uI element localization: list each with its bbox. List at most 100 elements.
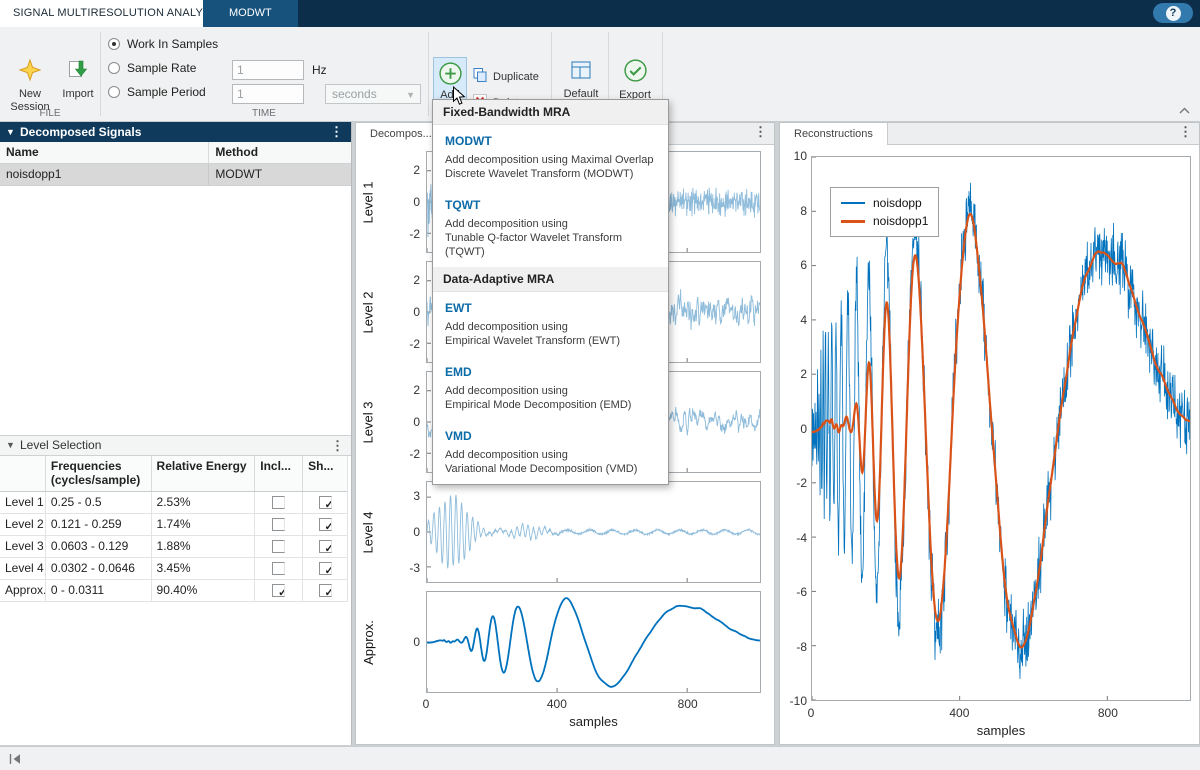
reconstruction-plot [811, 156, 1191, 701]
x-tick-label: 400 [537, 697, 577, 711]
level-frequencies: 0.0603 - 0.129 [46, 536, 152, 557]
menu-item-description: Add decomposition using [445, 320, 656, 334]
menu-item-ewt[interactable]: EWTAdd decomposition usingEmpirical Wave… [433, 292, 668, 356]
level-label: Level 4 [0, 558, 46, 579]
menu-item-title: TQWT [445, 198, 656, 212]
show-checkbox[interactable]: ✓ [319, 540, 332, 553]
sample-period-radio[interactable] [108, 86, 120, 98]
menu-item-title: VMD [445, 429, 656, 443]
sample-rate-input[interactable] [232, 60, 304, 80]
menu-section-header: Data-Adaptive MRA [433, 267, 668, 292]
import-icon [66, 58, 90, 86]
reconstructions-xlabel: samples [811, 723, 1191, 738]
level-row: Level 30.0603 - 0.1291.88%✓ [0, 536, 347, 558]
menu-item-description: Add decomposition using Maximal Overlap [445, 153, 656, 167]
subplot-ylabel: Level 2 [360, 261, 376, 363]
level-frequencies: 0 - 0.0311 [46, 580, 152, 601]
tab-modwt[interactable]: MODWT [203, 0, 298, 27]
signal-row[interactable]: noisdopp1MODWT [0, 164, 351, 186]
menu-item-title: MODWT [445, 134, 656, 148]
collapse-ribbon-icon[interactable] [1179, 103, 1190, 117]
include-checkbox[interactable] [272, 518, 285, 531]
menu-item-modwt[interactable]: MODWT Add decomposition using Maximal Ove… [433, 125, 668, 189]
y-tick-label: -8 [782, 640, 807, 654]
y-tick-label: -2 [782, 476, 807, 490]
duplicate-button[interactable]: Duplicate [472, 67, 539, 86]
level-selection-header[interactable]: ▼ Level Selection ⋮ [0, 435, 351, 456]
include-checkbox[interactable] [272, 540, 285, 553]
menu-item-tqwt[interactable]: TQWTAdd decomposition usingTunable Q-fac… [433, 189, 668, 267]
collapse-panel-icon[interactable] [8, 753, 22, 768]
show-checkbox[interactable]: ✓ [319, 584, 332, 597]
new-session-icon [18, 58, 42, 86]
y-tick-label: 0 [382, 635, 420, 649]
level-selection-menu-icon[interactable]: ⋮ [331, 436, 344, 455]
subplot-ylabel: Approx. [360, 591, 376, 693]
help-icon: ? [1166, 6, 1181, 21]
reconstructions-tabstrip: Reconstructions ⋮ [780, 123, 1199, 145]
include-checkbox[interactable] [272, 496, 285, 509]
decomposed-signals-title: Decomposed Signals [20, 125, 141, 139]
y-tick-label: 3 [382, 489, 420, 503]
menu-item-emd[interactable]: EMDAdd decomposition usingEmpirical Mode… [433, 356, 668, 420]
seconds-dropdown[interactable]: seconds ▼ [325, 84, 421, 104]
work-in-samples-radio[interactable] [108, 38, 120, 50]
level-frequencies: 0.121 - 0.259 [46, 514, 152, 535]
y-tick-label: -2 [382, 447, 420, 461]
approx--plot [426, 591, 761, 693]
y-tick-label: 2 [382, 383, 420, 397]
include-checkbox[interactable]: ✓ [272, 584, 285, 597]
decomposed-signals-menu-icon[interactable]: ⋮ [330, 122, 343, 142]
level-relative-energy: 1.74% [152, 514, 256, 535]
tab-reconstructions[interactable]: Reconstructions [780, 123, 888, 145]
collapse-triangle-icon[interactable]: ▼ [6, 122, 15, 142]
show-checkbox[interactable]: ✓ [319, 518, 332, 531]
y-tick-label: 2 [382, 273, 420, 287]
y-tick-label: -4 [782, 531, 807, 545]
level-frequencies: 0.25 - 0.5 [46, 492, 152, 513]
sample-period-input[interactable] [232, 84, 304, 104]
chevron-down-icon: ▼ [406, 86, 415, 104]
subplot-ylabel: Level 4 [360, 481, 376, 583]
y-tick-label: 6 [782, 258, 807, 272]
level-label: Level 2 [0, 514, 46, 535]
level-row: Level 40.0302 - 0.06463.45%✓ [0, 558, 347, 580]
level-table-header: Frequencies (cycles/sample)Relative Ener… [0, 456, 347, 492]
import-label: Import [62, 88, 93, 101]
menu-item-description: Empirical Mode Decomposition (EMD) [445, 398, 656, 412]
x-tick-label: 0 [406, 697, 446, 711]
legend: noisdopp noisdopp1 [830, 187, 939, 237]
y-tick-label: 8 [782, 204, 807, 218]
reconstructions-menu-icon[interactable]: ⋮ [1179, 124, 1192, 140]
decomposition-menu-icon[interactable]: ⋮ [754, 124, 767, 140]
show-checkbox[interactable]: ✓ [319, 562, 332, 575]
menu-item-description: Empirical Wavelet Transform (EWT) [445, 334, 656, 348]
help-button[interactable]: ? [1153, 3, 1193, 23]
collapse-triangle-icon[interactable]: ▼ [6, 436, 15, 455]
import-button[interactable]: Import [56, 58, 100, 101]
show-checkbox[interactable]: ✓ [319, 496, 332, 509]
status-bar [0, 746, 1200, 770]
level-row: Level 10.25 - 0.52.53%✓ [0, 492, 347, 514]
y-tick-label: 0 [382, 305, 420, 319]
work-in-samples-label: Work In Samples [127, 37, 218, 51]
y-tick-label: 0 [382, 195, 420, 209]
y-tick-label: 0 [382, 415, 420, 429]
decomposed-signals-header[interactable]: ▼ Decomposed Signals ⋮ [0, 122, 351, 142]
include-checkbox[interactable] [272, 562, 285, 575]
signal-name: noisdopp1 [0, 164, 209, 185]
legend-label-noisdopp: noisdopp [873, 196, 922, 210]
ribbon-separator [100, 32, 101, 116]
export-icon [623, 58, 648, 87]
new-session-button[interactable]: New Session [6, 58, 54, 114]
level-col-header: Incl... [255, 456, 303, 491]
level-selection-table: Frequencies (cycles/sample)Relative Ener… [0, 456, 348, 602]
menu-item-title: EMD [445, 365, 656, 379]
level-relative-energy: 2.53% [152, 492, 256, 513]
level-col-header: Relative Energy [152, 456, 256, 491]
sample-rate-radio[interactable] [108, 62, 120, 74]
hz-label: Hz [312, 63, 327, 77]
y-tick-label: -6 [782, 585, 807, 599]
x-tick-label: 800 [668, 697, 708, 711]
menu-item-vmd[interactable]: VMDAdd decomposition usingVariational Mo… [433, 420, 668, 484]
